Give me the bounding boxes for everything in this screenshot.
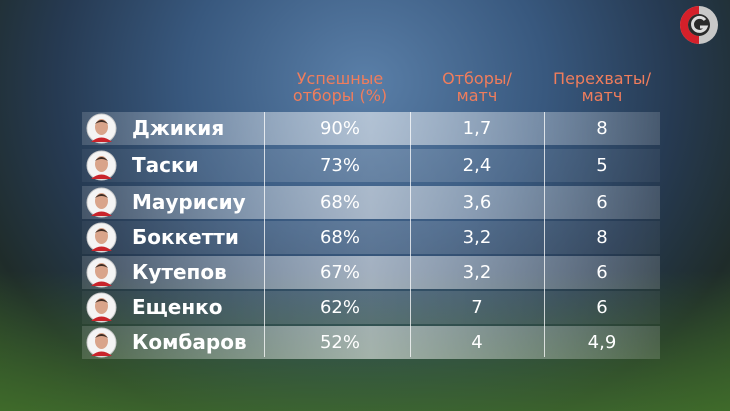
stat-cell: 68%: [319, 227, 360, 248]
stat-cell: 67%: [319, 262, 360, 283]
stat-cell: 5: [596, 155, 608, 176]
header-line: отборы (%): [292, 86, 388, 105]
stat-cell: 3,6: [462, 192, 492, 213]
stat-cell: 52%: [319, 332, 360, 353]
stat-cell: 2,4: [462, 155, 492, 176]
stat-cell: 6: [596, 262, 608, 283]
divider: [264, 112, 265, 357]
logo: [680, 6, 718, 44]
divider: [410, 112, 411, 357]
avatar: [86, 327, 117, 358]
stat-cell: 4,9: [587, 332, 617, 353]
stat-cell: 7: [471, 297, 483, 318]
stat-cell: 90%: [319, 118, 360, 139]
logo-g: [691, 15, 709, 33]
stat-cell: 6: [596, 192, 608, 213]
avatar: [86, 292, 117, 323]
player-name: Комбаров: [132, 330, 247, 354]
avatar: [86, 222, 117, 253]
stat-cell: 68%: [319, 192, 360, 213]
table-row: Боккетти 68% 3,2 8: [82, 221, 660, 254]
column-header: Перехваты/матч: [527, 70, 677, 104]
table-row: Кутепов 67% 3,2 6: [82, 256, 660, 289]
stat-cell: 3,2: [462, 262, 492, 283]
avatar: [86, 257, 117, 288]
player-name: Боккетти: [132, 225, 239, 249]
avatar: [86, 187, 117, 218]
stat-cell: 8: [596, 118, 608, 139]
stat-cell: 3,2: [462, 227, 492, 248]
column-header: Успешные отборы (%): [265, 70, 415, 104]
table-row: Джикия 90% 1,7 8: [82, 112, 660, 145]
stat-cell: 73%: [319, 155, 360, 176]
header-line: Успешные: [296, 69, 384, 88]
divider: [544, 112, 545, 357]
stat-cell: 8: [596, 227, 608, 248]
player-name: Маурисиу: [132, 190, 246, 214]
stat-cell: 62%: [319, 297, 360, 318]
player-name: Джикия: [132, 116, 225, 140]
header-line: матч: [456, 86, 498, 105]
header-line: Отборы/: [442, 69, 512, 88]
table-row: Ещенко 62% 7 6: [82, 291, 660, 324]
header-line: матч: [581, 86, 623, 105]
table-row: Маурисиу 68% 3,6 6: [82, 186, 660, 219]
stat-cell: 1,7: [462, 118, 492, 139]
player-name: Кутепов: [132, 260, 227, 284]
stat-cell: 6: [596, 297, 608, 318]
logo-arc: [680, 6, 699, 44]
column-header: Отборы/матч: [402, 70, 552, 104]
player-name: Ещенко: [132, 295, 223, 319]
table-row: Таски 73% 2,4 5: [82, 149, 660, 182]
player-name: Таски: [132, 153, 199, 177]
header-line: Перехваты/: [553, 69, 651, 88]
table-row: Комбаров 52% 4 4,9: [82, 326, 660, 359]
avatar: [86, 150, 117, 181]
avatar: [86, 113, 117, 144]
stat-cell: 4: [471, 332, 483, 353]
